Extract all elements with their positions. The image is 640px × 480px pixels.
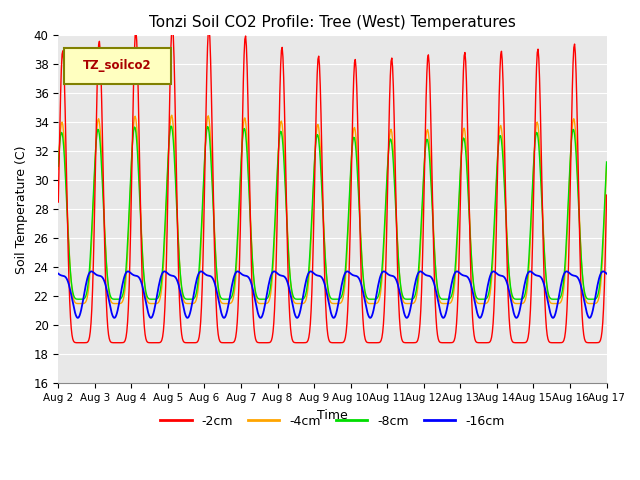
Title: Tonzi Soil CO2 Profile: Tree (West) Temperatures: Tonzi Soil CO2 Profile: Tree (West) Temp… bbox=[149, 15, 516, 30]
Text: TZ_soilco2: TZ_soilco2 bbox=[83, 59, 152, 72]
X-axis label: Time: Time bbox=[317, 408, 348, 421]
FancyBboxPatch shape bbox=[64, 48, 171, 84]
Legend: -2cm, -4cm, -8cm, -16cm: -2cm, -4cm, -8cm, -16cm bbox=[156, 410, 509, 433]
Y-axis label: Soil Temperature (C): Soil Temperature (C) bbox=[15, 145, 28, 274]
